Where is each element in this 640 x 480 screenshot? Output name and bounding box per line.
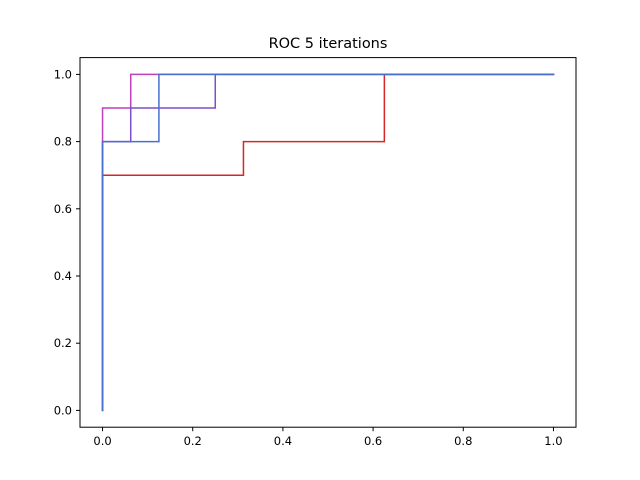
roc-series-line-2 — [101, 73, 555, 412]
plot-area-frame — [79, 57, 577, 428]
x-tick-label: 0.2 — [184, 434, 202, 448]
roc-series-line-4 — [101, 73, 555, 412]
x-tick-label: 0.4 — [274, 434, 292, 448]
x-tick-label: 0.6 — [364, 434, 382, 448]
roc-series-line-1 — [101, 73, 555, 412]
y-tick-label: 0.6 — [54, 202, 72, 216]
x-tick-label: 1.0 — [544, 434, 562, 448]
x-axis: 0.0 0.2 0.4 0.6 0.8 1.0 — [93, 427, 563, 448]
y-tick-label: 0.0 — [54, 403, 72, 417]
roc-series-line-3 — [101, 73, 555, 412]
y-tick-label: 0.8 — [54, 135, 72, 149]
y-tick-label: 1.0 — [54, 67, 72, 81]
series-layer — [101, 73, 555, 412]
y-tick-label: 0.4 — [54, 269, 72, 283]
y-tick-label: 0.2 — [54, 336, 72, 350]
x-tick-label: 0.8 — [454, 434, 472, 448]
chart-title: ROC 5 iterations — [269, 36, 388, 52]
x-tick-label: 0.0 — [93, 434, 111, 448]
y-axis: 0.0 0.2 0.4 0.6 0.8 1.0 — [54, 67, 80, 417]
